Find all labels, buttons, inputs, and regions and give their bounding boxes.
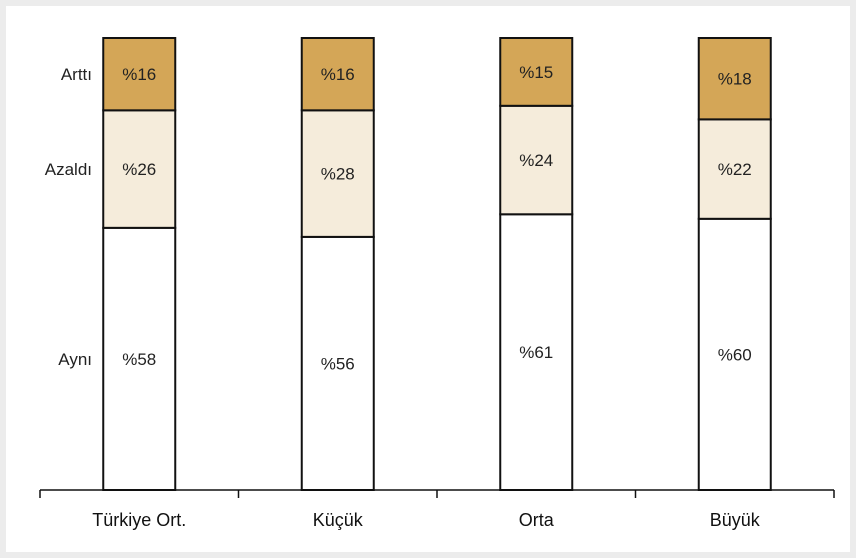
chart-frame: %58 %26 %16 Türkiye Ort. %56 %28 %16 Küçük %61 %2… [6, 6, 850, 552]
bar-segment-arttı [102, 37, 177, 112]
data-label: %18 [718, 70, 752, 89]
data-label: %61 [519, 343, 553, 362]
data-label: %16 [122, 65, 156, 84]
data-label: %56 [321, 354, 355, 373]
data-label: %26 [122, 160, 156, 179]
x-tick-label: Küçük [313, 510, 364, 530]
data-label: %58 [122, 350, 156, 369]
bar-segment-azaldı [499, 104, 574, 216]
stacked-bar-chart: %58 %26 %16 Türkiye Ort. %56 %28 %16 Küçük %61 %2… [39, 37, 835, 530]
x-tick-label: Orta [519, 510, 555, 530]
bar-segment-aynı [697, 217, 772, 492]
bar-segment-arttı [499, 37, 574, 107]
bar-segment-aynı [102, 226, 177, 491]
x-tick-label: Büyük [710, 510, 761, 530]
row-label: Azaldı [45, 160, 92, 179]
row-label: Aynı [58, 350, 92, 369]
bar-segment-arttı [697, 37, 772, 121]
bar-segment-azaldı [300, 109, 375, 238]
row-label: Arttı [61, 65, 92, 84]
data-label: %28 [321, 165, 355, 184]
bar-segment-aynı [300, 235, 375, 491]
bar-segment-arttı [300, 37, 375, 112]
data-label: %16 [321, 65, 355, 84]
bar-segment-azaldı [102, 109, 177, 229]
data-label: %15 [519, 63, 553, 82]
data-label: %22 [718, 160, 752, 179]
x-tick-label: Türkiye Ort. [92, 510, 186, 530]
data-label: %60 [718, 345, 752, 364]
bar-segment-azaldı [697, 118, 772, 220]
data-label: %24 [519, 151, 553, 170]
